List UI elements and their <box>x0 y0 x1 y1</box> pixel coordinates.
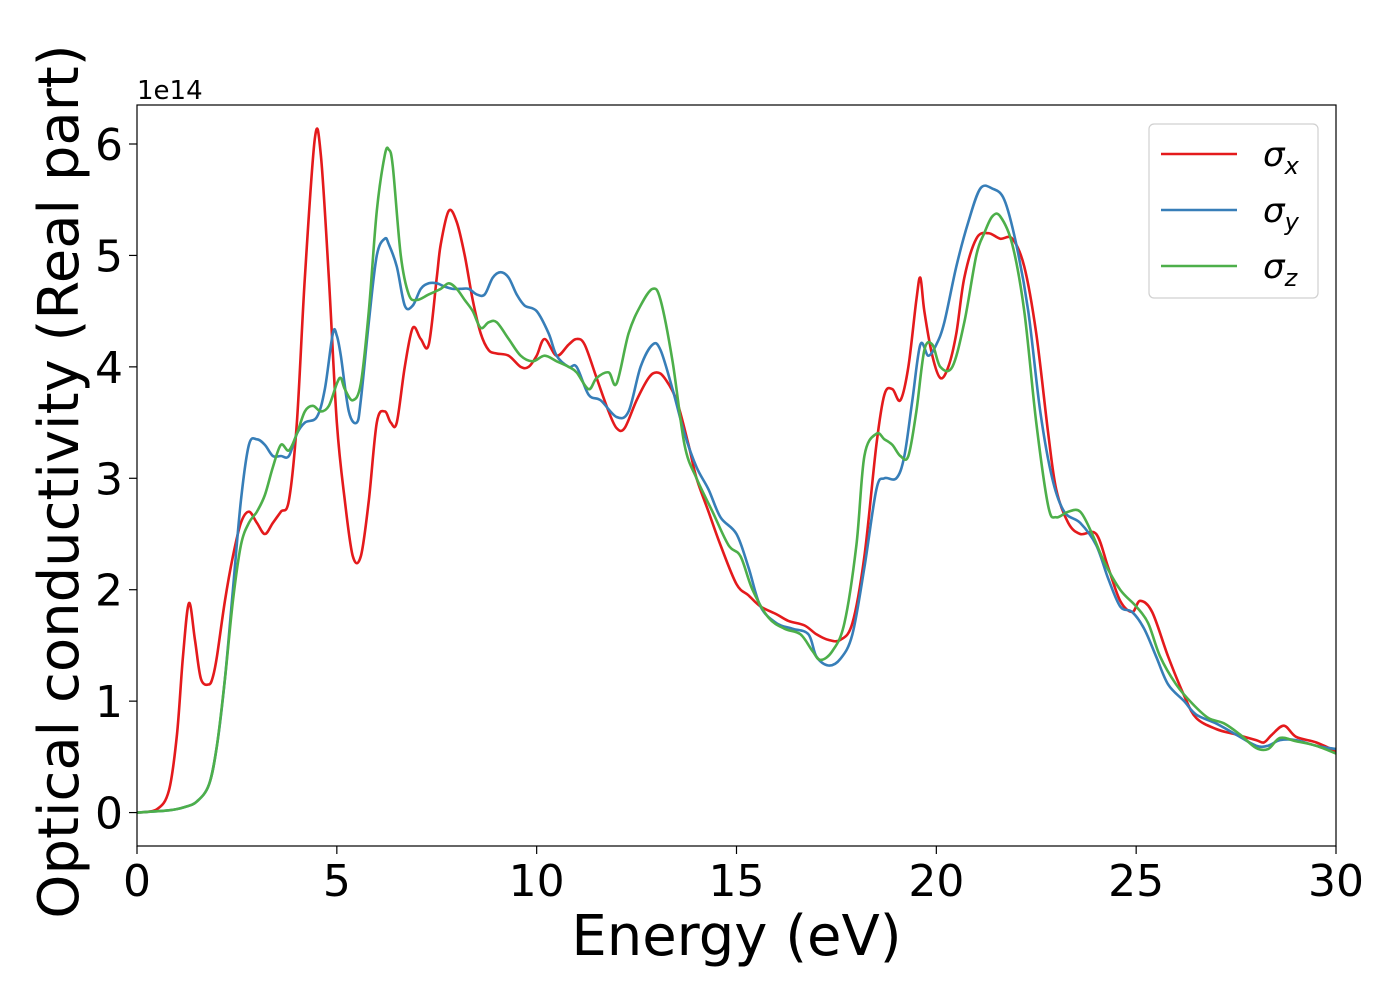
x-tick-label: 15 <box>709 856 765 907</box>
y-tick-label: 4 <box>95 343 123 394</box>
plot-lines <box>136 127 1337 814</box>
y-tick-label: 3 <box>95 454 123 505</box>
x-tick-label: 0 <box>123 856 151 907</box>
y-axis-ticks: 0 1 2 3 4 5 6 <box>95 120 137 840</box>
x-tick-label: 25 <box>1108 856 1164 907</box>
x-axis-ticks: 0 5 10 15 20 25 30 <box>123 846 1364 907</box>
x-tick-label: 5 <box>323 856 351 907</box>
y-tick-label: 1 <box>95 677 123 728</box>
series-line-z <box>136 146 1337 814</box>
legend-label-z: σz <box>1263 247 1299 292</box>
series-line-y <box>136 184 1337 814</box>
x-tick-label: 30 <box>1308 856 1364 907</box>
y-tick-label: 0 <box>95 789 123 840</box>
y-axis-label: Optical conductivity (Real part) <box>27 44 92 918</box>
y-tick-label: 6 <box>95 120 123 171</box>
x-tick-label: 10 <box>509 856 565 907</box>
x-tick-label: 20 <box>908 856 964 907</box>
x-axis-label: Energy (eV) <box>571 904 901 969</box>
series-line-x <box>136 127 1337 814</box>
y-tick-label: 2 <box>95 566 123 617</box>
y-offset-label: 1e14 <box>137 76 203 106</box>
legend: σx σy σz <box>1148 123 1319 299</box>
legend-label-y: σy <box>1263 191 1300 236</box>
legend-label-x: σx <box>1263 135 1300 180</box>
y-tick-label: 5 <box>95 231 123 282</box>
